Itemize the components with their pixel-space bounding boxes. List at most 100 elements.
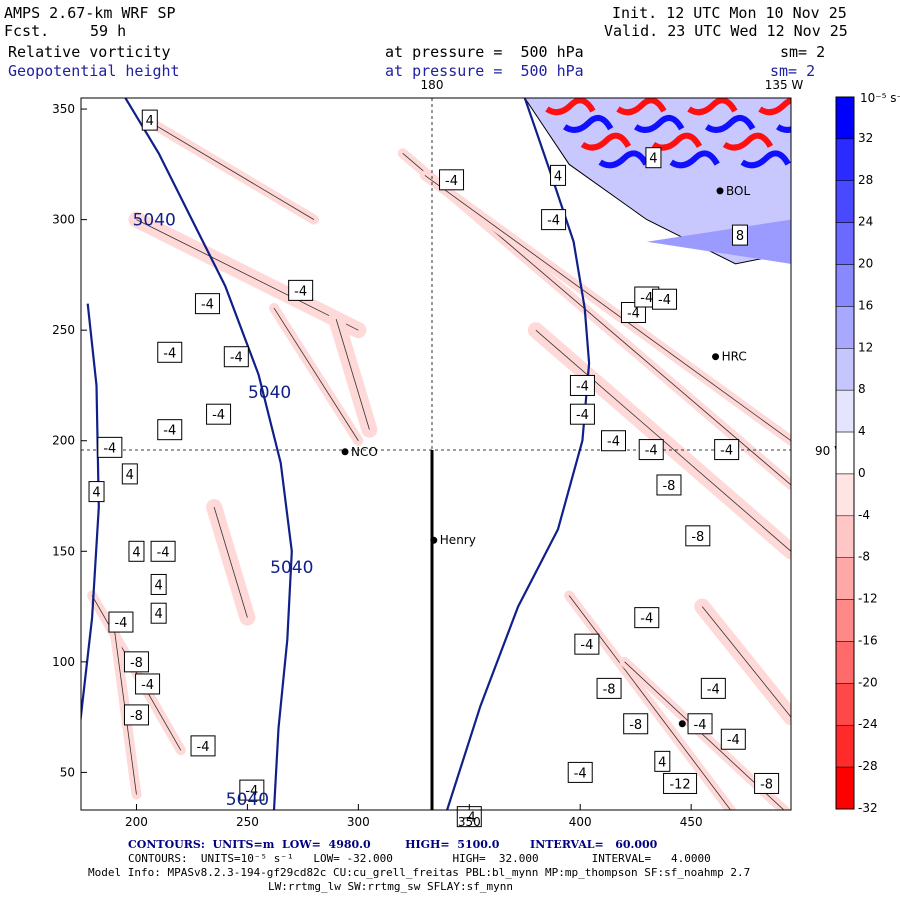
colorbar-level: 16 <box>858 298 873 312</box>
colorbar-cell <box>835 515 855 558</box>
colorbar-cell <box>835 138 855 182</box>
colorbar-cell <box>835 557 855 600</box>
height-contour-line <box>124 98 293 810</box>
height-contour-line <box>81 303 100 726</box>
vorticity-label: -4 <box>627 306 640 321</box>
vorticity-label: 4 <box>92 486 100 501</box>
colorbar-level: -32 <box>858 801 878 815</box>
station-label: NCO <box>351 445 378 459</box>
colorbar-cell <box>835 96 855 140</box>
station-marker <box>678 720 686 728</box>
vorticity-label: -4 <box>694 718 707 733</box>
y-tick-label: 350 <box>52 102 75 116</box>
vorticity-label: -4 <box>197 740 210 755</box>
vorticity-label-box <box>150 540 176 562</box>
cyclonic-vorticity-core <box>646 219 791 264</box>
vorticity-label-box <box>720 728 746 750</box>
vorticity-contour-info: CONTOURS: UNITS=10⁻⁵ s⁻¹ LOW= -32.000 HI… <box>128 852 711 865</box>
colorbar-level: 0 <box>858 466 866 480</box>
vorticity-streak <box>669 150 720 169</box>
vorticity-streak <box>740 150 791 169</box>
vorticity-contour <box>335 319 370 430</box>
vorticity-label: -8 <box>662 479 675 494</box>
vorticity-label-box <box>288 279 314 301</box>
colorbar-level: -24 <box>858 717 878 731</box>
vorticity-label-box <box>190 735 216 757</box>
station-marker <box>712 353 720 361</box>
vorticity-label-box <box>157 419 183 441</box>
vorticity-streak <box>634 114 685 133</box>
colorbar-cell <box>835 473 855 517</box>
vorticity-label-box <box>135 673 161 695</box>
vorticity-label-box <box>654 750 671 772</box>
height-label: 5040 <box>248 383 291 403</box>
colorbar-level: -16 <box>858 633 878 647</box>
field1-smooth: sm= 2 <box>780 43 826 61</box>
vorticity-contour <box>424 175 791 442</box>
vorticity-contour <box>568 595 732 810</box>
reference-lines <box>81 98 791 810</box>
vorticity-contour <box>213 506 248 618</box>
vorticity-label-box <box>567 761 593 783</box>
colorbar-level: -12 <box>858 592 878 606</box>
field2-smooth: sm= 2 <box>770 62 816 80</box>
y-tick-label: 50 <box>60 765 75 779</box>
cyclonic-vorticity-region <box>524 98 791 265</box>
x-tick-label: 300 <box>347 815 370 829</box>
vorticity-label: -4 <box>212 408 225 423</box>
vorticity-label-box <box>663 772 698 794</box>
vorticity-label-box <box>596 677 622 699</box>
x-tick-label: 250 <box>236 815 259 829</box>
vorticity-label: -4 <box>580 638 593 653</box>
colorbar-cell <box>835 599 855 642</box>
y-tick-label: 150 <box>52 544 75 558</box>
vorticity-label-box <box>123 651 149 673</box>
vorticity-label: -4 <box>658 293 671 308</box>
vorticity-label: 4 <box>126 468 134 483</box>
vorticity-label: -4 <box>640 291 653 306</box>
field2-name: Geopotential height <box>8 62 180 80</box>
colorbar-level: 8 <box>858 382 866 396</box>
vorticity-streak <box>722 132 774 151</box>
y-tick-label: 250 <box>52 323 75 337</box>
vorticity-label: -4 <box>201 298 214 313</box>
vorticity-label: -4 <box>163 346 176 361</box>
lon-180-label: 180 <box>421 78 444 92</box>
colorbar-cell <box>835 641 855 684</box>
vorticity-label-box <box>754 772 780 794</box>
vorticity-label: -8 <box>760 777 773 792</box>
physics-info: LW:rrtmg_lw SW:rrtmg_sw SFLAY:sf_mynn <box>268 880 514 893</box>
vorticity-streak <box>545 98 596 116</box>
height-contour-line <box>446 98 591 810</box>
vorticity-label: 8 <box>736 229 744 244</box>
vorticity-label-box <box>731 224 748 246</box>
init-time: Init. 12 UTC Mon 10 Nov 25 <box>612 4 847 22</box>
vorticity-contour <box>154 124 315 220</box>
vorticity-label-box <box>206 403 232 425</box>
vorticity-label: -4 <box>157 545 170 560</box>
vorticity-label-box <box>108 611 134 633</box>
vorticity-streak <box>776 124 791 133</box>
height-label: 5040 <box>133 211 176 231</box>
vorticity-label-box <box>700 677 726 699</box>
vorticity-label-box <box>652 288 678 310</box>
vorticity-label-box <box>128 540 145 562</box>
height-label: 5040 <box>226 790 269 810</box>
vorticity-label-box <box>550 164 567 186</box>
vorticity-label-box <box>223 346 249 368</box>
valid-time: Valid. 23 UTC Wed 12 Nov 25 <box>604 22 848 40</box>
field2-level: at pressure = 500 hPa <box>385 62 584 80</box>
vorticity-labels: 4-4-4-4-4 -4-4-44-444 -444-4-8-4-8-4-4-4-4… <box>88 109 780 828</box>
geopotential-contours <box>81 98 591 810</box>
colorbar-cell <box>835 264 855 307</box>
vorticity-label: 4 <box>132 545 140 560</box>
x-tick-label: 200 <box>125 815 148 829</box>
vorticity-label-box <box>239 779 265 801</box>
vorticity-label-box <box>687 713 713 735</box>
lon-135w-label: 135 W <box>765 78 804 92</box>
vorticity-label: -12 <box>669 777 690 792</box>
vorticity-label: -4 <box>463 811 476 826</box>
vorticity-contour <box>136 219 359 331</box>
x-tick-label: 450 <box>680 815 703 829</box>
vorticity-label: -8 <box>603 682 616 697</box>
